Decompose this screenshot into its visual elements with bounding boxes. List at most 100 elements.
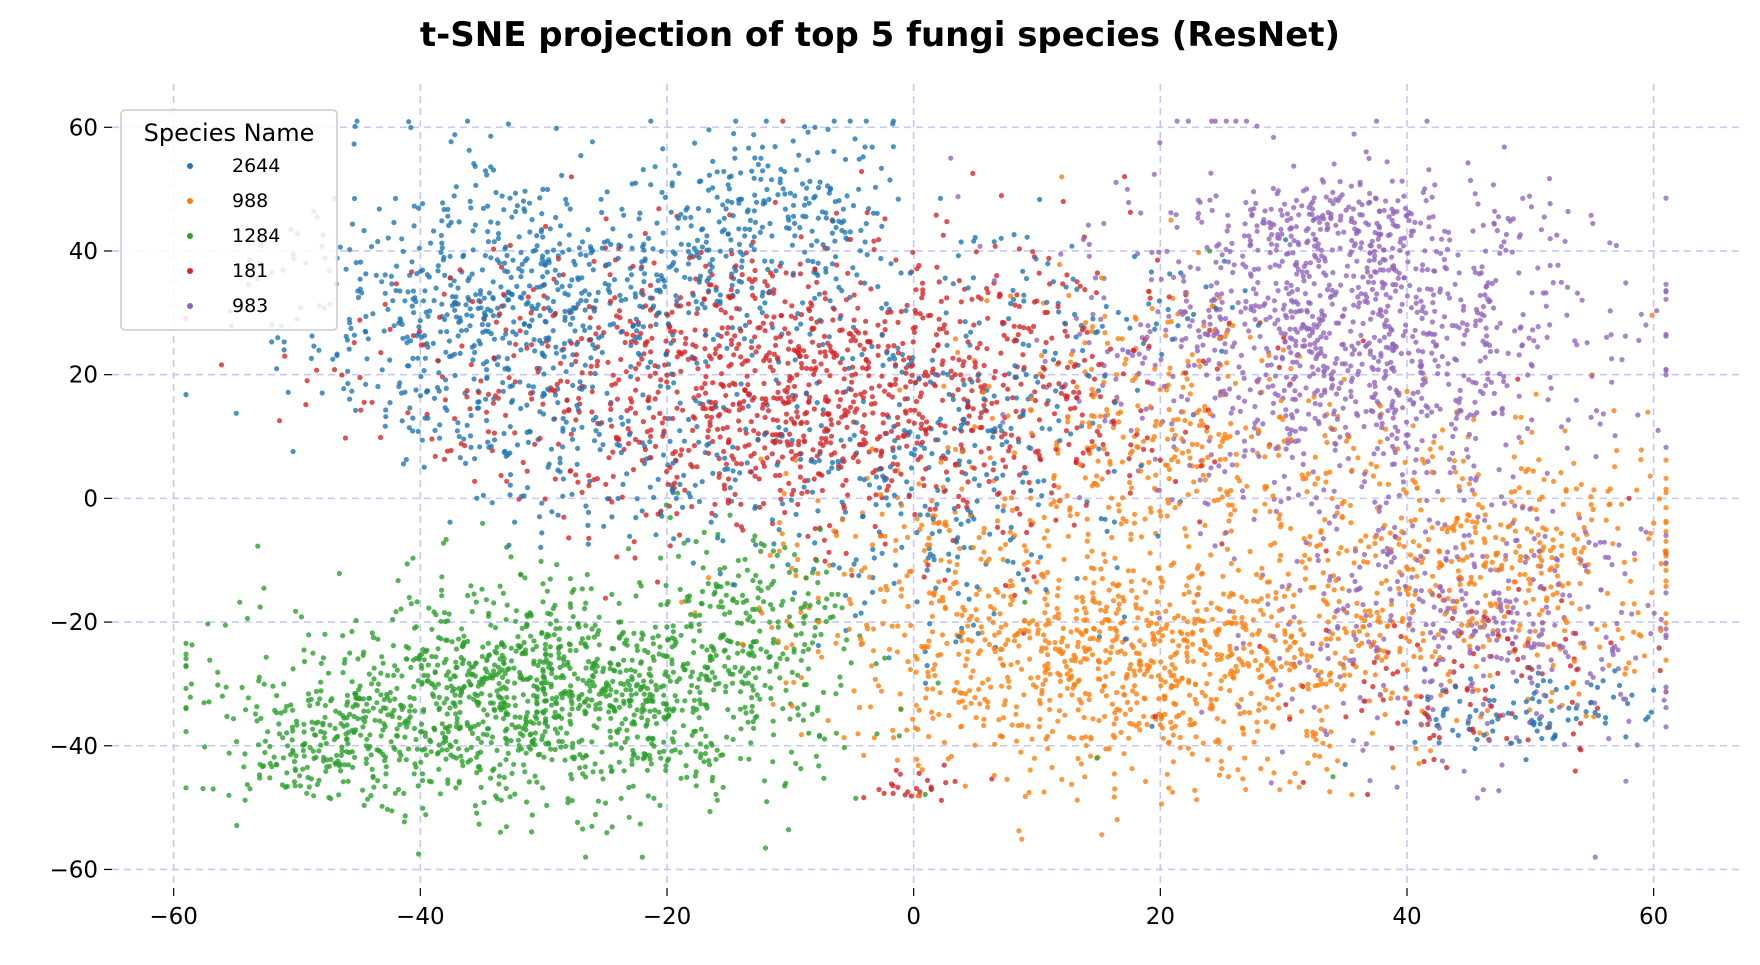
scatter-point-983 [1230, 406, 1235, 411]
scatter-point-983 [1532, 536, 1537, 541]
scatter-point-988 [1136, 445, 1141, 450]
scatter-point-983 [1286, 496, 1291, 501]
scatter-point-181 [1365, 792, 1370, 797]
scatter-point-983 [1179, 344, 1184, 349]
scatter-point-988 [1014, 739, 1019, 744]
scatter-point-2644 [1072, 312, 1077, 317]
scatter-point-1284 [668, 515, 673, 520]
scatter-point-983 [1358, 695, 1363, 700]
scatter-point-1284 [698, 741, 703, 746]
scatter-point-988 [1533, 629, 1538, 634]
scatter-point-2644 [651, 495, 656, 500]
scatter-point-988 [1194, 797, 1199, 802]
scatter-point-2644 [578, 379, 583, 384]
scatter-point-988 [1456, 568, 1461, 573]
scatter-point-2644 [700, 226, 705, 231]
scatter-point-983 [1389, 598, 1394, 603]
scatter-point-1284 [806, 647, 811, 652]
scatter-point-983 [1510, 250, 1515, 255]
scatter-point-2644 [856, 573, 861, 578]
scatter-point-181 [1031, 574, 1036, 579]
scatter-point-983 [1419, 396, 1424, 401]
scatter-point-1284 [529, 829, 534, 834]
scatter-point-1284 [512, 792, 517, 797]
scatter-point-1284 [627, 703, 632, 708]
scatter-point-2644 [943, 430, 948, 435]
scatter-point-181 [388, 327, 393, 332]
scatter-point-2644 [728, 485, 733, 490]
scatter-point-983 [1444, 336, 1449, 341]
scatter-point-983 [1623, 779, 1628, 784]
scatter-point-988 [1657, 496, 1662, 501]
scatter-point-1284 [436, 646, 441, 651]
scatter-point-1284 [318, 680, 323, 685]
scatter-point-2644 [481, 361, 486, 366]
scatter-point-181 [748, 469, 753, 474]
scatter-point-181 [875, 323, 880, 328]
scatter-point-983 [1461, 341, 1466, 346]
scatter-point-2644 [540, 394, 545, 399]
scatter-point-181 [1212, 459, 1217, 464]
scatter-point-983 [1487, 654, 1492, 659]
scatter-point-181 [801, 348, 806, 353]
scatter-point-988 [1535, 652, 1540, 657]
scatter-point-983 [1197, 334, 1202, 339]
scatter-point-988 [1137, 668, 1142, 673]
scatter-point-2644 [413, 387, 418, 392]
scatter-point-988 [1430, 574, 1435, 579]
scatter-point-988 [980, 681, 985, 686]
scatter-point-2644 [907, 429, 912, 434]
scatter-point-988 [1148, 551, 1153, 556]
scatter-point-988 [1143, 779, 1148, 784]
scatter-point-181 [941, 233, 946, 238]
scatter-point-983 [1138, 322, 1143, 327]
scatter-point-1284 [276, 721, 281, 726]
scatter-point-1284 [623, 687, 628, 692]
scatter-point-2644 [431, 341, 436, 346]
scatter-point-2644 [946, 450, 951, 455]
scatter-point-2644 [1123, 637, 1128, 642]
scatter-point-1284 [630, 658, 635, 663]
scatter-point-983 [1464, 328, 1469, 333]
scatter-point-1284 [361, 696, 366, 701]
scatter-point-2644 [754, 200, 759, 205]
scatter-point-1284 [350, 679, 355, 684]
scatter-point-1284 [801, 649, 806, 654]
scatter-point-2644 [792, 590, 797, 595]
scatter-point-983 [1547, 375, 1552, 380]
scatter-point-983 [1395, 198, 1400, 203]
scatter-point-2644 [766, 197, 771, 202]
scatter-point-983 [1511, 670, 1516, 675]
scatter-point-983 [1390, 462, 1395, 467]
scatter-point-2644 [679, 242, 684, 247]
scatter-point-1284 [582, 606, 587, 611]
scatter-point-988 [1327, 789, 1332, 794]
scatter-point-1284 [201, 700, 206, 705]
scatter-point-1284 [407, 709, 412, 714]
scatter-point-181 [1049, 490, 1054, 495]
scatter-point-988 [1297, 620, 1302, 625]
scatter-point-2644 [635, 496, 640, 501]
scatter-point-2644 [457, 434, 462, 439]
x-tick-label: 20 [1146, 904, 1175, 930]
scatter-point-983 [1457, 577, 1462, 582]
scatter-point-988 [1327, 402, 1332, 407]
scatter-point-2644 [975, 584, 980, 589]
scatter-point-181 [780, 119, 785, 124]
scatter-point-2644 [1087, 374, 1092, 379]
scatter-point-181 [914, 399, 919, 404]
scatter-point-2644 [641, 242, 646, 247]
scatter-point-988 [1447, 679, 1452, 684]
scatter-point-983 [1292, 615, 1297, 620]
scatter-point-983 [1322, 255, 1327, 260]
scatter-point-988 [1050, 729, 1055, 734]
scatter-point-2644 [633, 515, 638, 520]
scatter-point-983 [1471, 463, 1476, 468]
scatter-point-983 [1390, 246, 1395, 251]
scatter-point-2644 [695, 238, 700, 243]
scatter-point-2644 [508, 424, 513, 429]
scatter-point-983 [1114, 395, 1119, 400]
scatter-point-988 [1221, 719, 1226, 724]
scatter-point-2644 [758, 156, 763, 161]
scatter-point-983 [1539, 632, 1544, 637]
